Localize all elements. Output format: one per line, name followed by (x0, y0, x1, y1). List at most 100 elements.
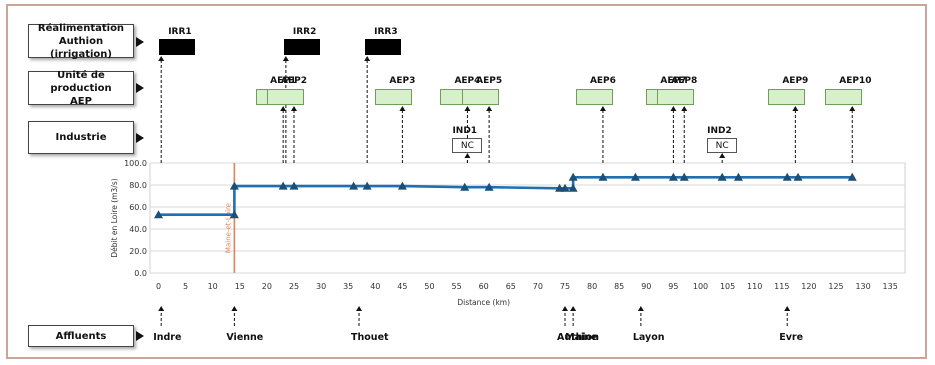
industry-arrow-2-head (719, 153, 726, 158)
discharge-point (278, 181, 288, 190)
irrigation-box-2 (283, 39, 320, 55)
irrigation-arrow-3-head (364, 56, 371, 61)
irrigation-box-1 (159, 39, 196, 55)
aep-box-9 (768, 89, 806, 105)
y-tick-label: 60.0 (129, 203, 147, 212)
x-tick-label: 70 (533, 282, 543, 291)
aep-arrow-9-head (792, 106, 799, 111)
x-tick-label: 40 (370, 282, 380, 291)
x-tick-label: 5 (183, 282, 188, 291)
x-tick-label: 30 (316, 282, 326, 291)
x-tick-label: 75 (560, 282, 570, 291)
aep-arrow-2-head (291, 106, 297, 111)
category-production-aep: Unité de production AEP (28, 70, 134, 107)
discharge-point (847, 172, 857, 181)
discharge-point (229, 181, 239, 190)
irrigation-arrow-2-head (282, 56, 289, 61)
discharge-point (793, 172, 803, 181)
aep-box-3 (375, 89, 413, 105)
aep-label-3: AEP3 (389, 76, 416, 86)
discharge-point (568, 183, 578, 192)
category-affluents: Affluents (28, 325, 134, 347)
category-industrie: Industrie (28, 121, 134, 154)
discharge-point (560, 183, 570, 192)
x-tick-label: 115 (774, 282, 789, 291)
discharge-point (460, 182, 470, 191)
x-tick-label: 85 (614, 282, 624, 291)
irrigation-box-3 (365, 39, 402, 55)
aep-label-8: AEP8 (671, 76, 698, 86)
x-tick-label: 100 (693, 282, 708, 291)
discharge-point (349, 181, 359, 190)
x-tick-label: 15 (235, 282, 245, 291)
discharge-point (568, 172, 578, 181)
aep-arrow-7-head (670, 106, 677, 111)
aep-box-5 (462, 89, 500, 105)
aep-box-8 (657, 89, 695, 105)
discharge-point (229, 210, 239, 219)
x-tick-label: 10 (208, 282, 218, 291)
irrigation-arrow-1-head (158, 56, 165, 61)
aep-box-6 (575, 89, 613, 105)
industry-nc-box-1: NC (452, 138, 483, 153)
discharge-point (679, 172, 689, 181)
category-arrow-realimentation (136, 37, 144, 47)
affluent-arrow-1-head (158, 306, 165, 311)
discharge-point (362, 181, 372, 190)
industry-nc-box-2: NC (707, 138, 738, 153)
y-tick-label: 0.0 (134, 269, 147, 278)
aep-arrow-10-head (849, 106, 856, 111)
aep-box-10 (825, 89, 863, 105)
y-tick-label: 100.0 (124, 159, 147, 168)
industry-label-2: IND2 (707, 126, 732, 136)
aep-arrow-4-head (464, 106, 471, 111)
x-tick-label: 35 (343, 282, 353, 291)
x-tick-label: 120 (801, 282, 816, 291)
aep-box-2 (267, 89, 304, 105)
aep-label-4: AEP4 (454, 76, 481, 86)
x-axis-title: Distance (km) (457, 298, 510, 307)
x-tick-label: 105 (720, 282, 735, 291)
department-boundary-label: Maine-et-Loire (224, 203, 232, 253)
category-realimentation: Réalimentation Authion (irrigation) (28, 23, 134, 60)
aep-arrow-8-head (681, 106, 688, 111)
aep-arrow-5-head (486, 106, 493, 111)
affluent-label-4: Authion (557, 332, 599, 343)
aep-arrow-1-head (280, 106, 287, 111)
y-tick-label: 80.0 (129, 181, 147, 190)
irrigation-label-1: IRR1 (168, 27, 192, 37)
x-tick-label: 130 (855, 282, 870, 291)
y-axis-title: Débit en Loire (m3/s) (110, 178, 119, 257)
discharge-point (782, 172, 792, 181)
x-tick-label: 50 (424, 282, 434, 291)
affluent-label-6: Layon (632, 332, 665, 343)
aep-label-1: AEP1 (270, 76, 297, 86)
affluent-arrow-3-head (356, 306, 363, 311)
aep-label-7: AEP7 (660, 76, 687, 86)
x-tick-label: 45 (397, 282, 407, 291)
category-arrow-affluents (136, 331, 144, 341)
x-tick-label: 90 (641, 282, 651, 291)
discharge-point (733, 172, 743, 181)
affluent-label-3: Thouet (351, 332, 389, 343)
x-tick-label: 20 (262, 282, 272, 291)
x-tick-label: 65 (506, 282, 516, 291)
y-tick-label: 40.0 (129, 225, 147, 234)
x-tick-label: 25 (289, 282, 299, 291)
industry-label-1: IND1 (452, 126, 478, 136)
discharge-point (630, 172, 640, 181)
category-arrow-production (136, 83, 144, 93)
irrigation-label-3: IRR3 (374, 27, 398, 37)
x-tick-label: 55 (452, 282, 462, 291)
x-tick-label: 135 (883, 282, 898, 291)
affluent-label-7: Evre (779, 332, 804, 343)
category-arrow-industrie (136, 133, 144, 143)
affluent-arrow-2-head (231, 306, 238, 311)
plot-area (149, 162, 906, 274)
aep-arrow-3-head (399, 106, 406, 111)
discharge-point (397, 181, 407, 190)
affluent-arrow-5-head (570, 306, 577, 311)
affluent-label-1: Indre (153, 332, 182, 343)
discharge-point (484, 182, 494, 191)
